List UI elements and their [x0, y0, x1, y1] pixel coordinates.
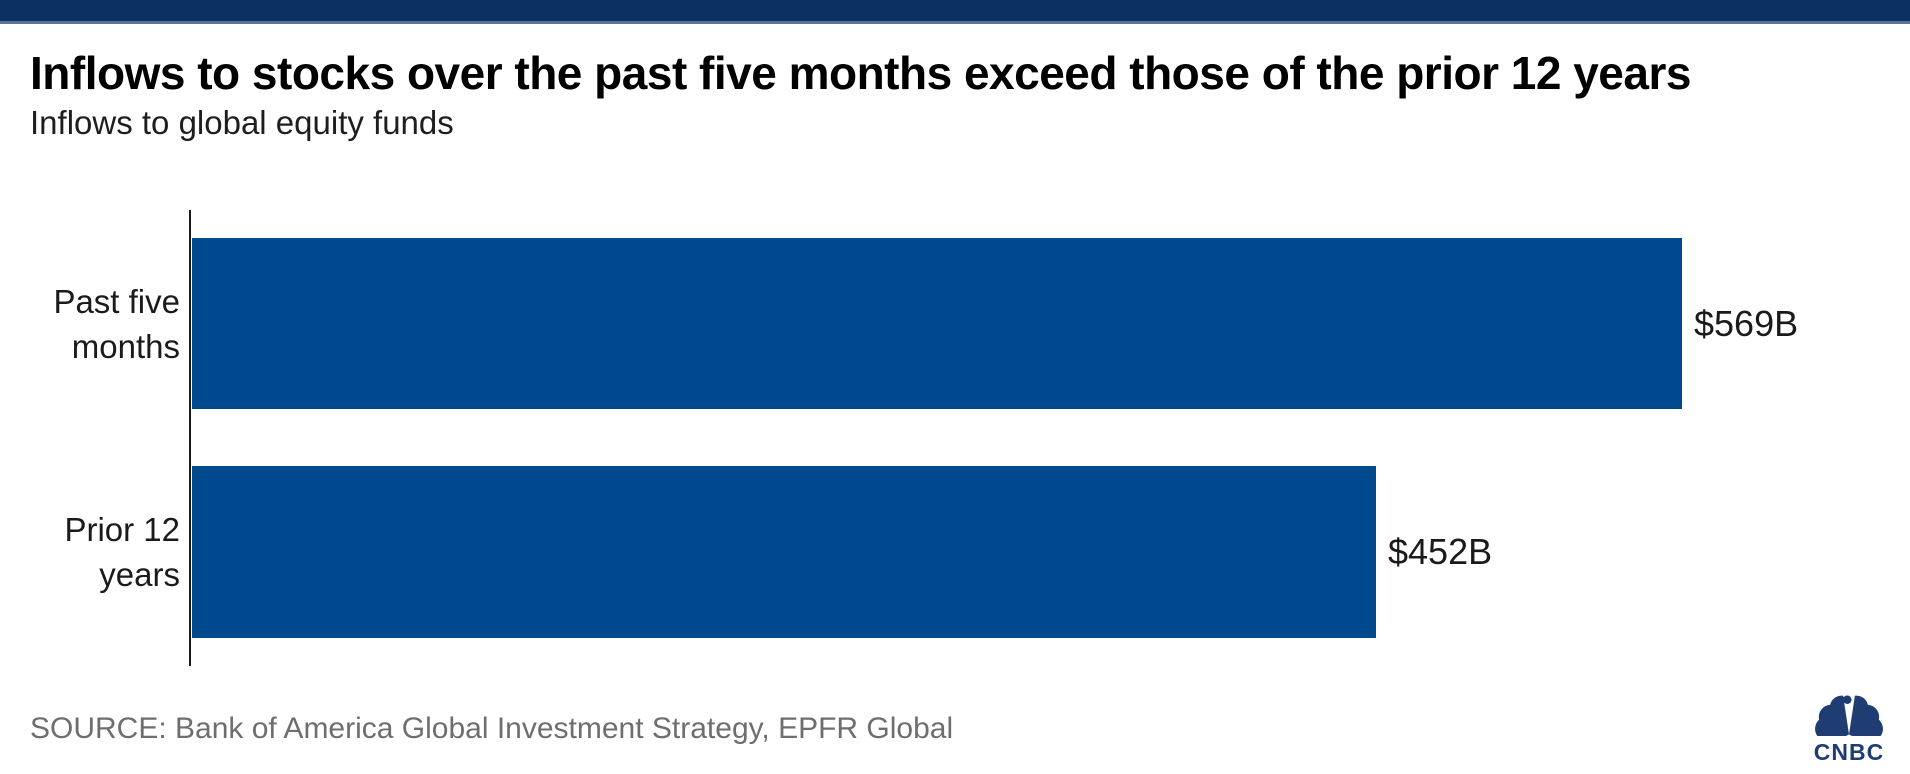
- bar-row: $452B: [192, 466, 1910, 638]
- chart-subtitle: Inflows to global equity funds: [30, 104, 454, 141]
- category-label-past-five-months: Past five months: [53, 282, 180, 365]
- cnbc-logo: CNBC: [1804, 682, 1894, 766]
- bar-past-five-months: [192, 238, 1682, 409]
- value-label-prior-12-years: $452B: [1388, 531, 1493, 572]
- chart-title: Inflows to stocks over the past five mon…: [30, 47, 1691, 99]
- bar-prior-12-years: [192, 466, 1376, 638]
- category-label-prior-12-years: Prior 12 years: [64, 511, 180, 593]
- y-axis-line: [189, 210, 191, 666]
- source-attribution: SOURCE: Bank of America Global Investmen…: [30, 712, 954, 745]
- bar-row: $569B: [192, 238, 1910, 409]
- cnbc-logo-text: CNBC: [1813, 739, 1885, 765]
- top-brand-ribbon: [0, 0, 1910, 24]
- peacock-icon: [1815, 695, 1883, 741]
- value-label-past-five-months: $569B: [1694, 302, 1799, 344]
